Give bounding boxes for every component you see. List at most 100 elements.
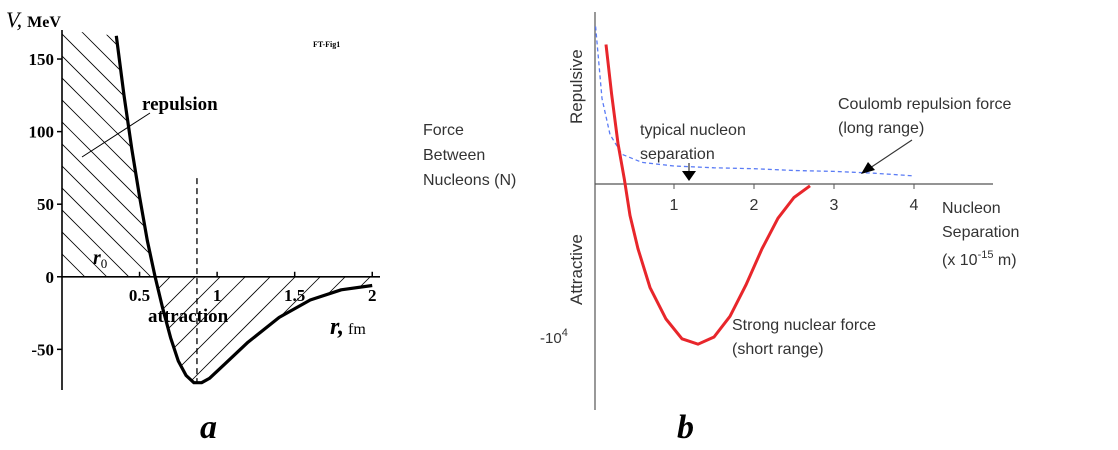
- hatch-line: [103, 30, 156, 277]
- attraction-label: attraction: [148, 306, 229, 327]
- hatch-line: [487, 110, 787, 410]
- x-ticks: 0.5 1 1.5 2: [129, 271, 376, 305]
- attractive-label: Attractive: [567, 234, 586, 305]
- panel-label-b: b: [677, 409, 694, 446]
- y-tick-label: 50: [37, 195, 54, 214]
- hatch-line: [147, 30, 156, 277]
- hatch-line: [62, 30, 156, 277]
- repulsion-pointer: [81, 112, 151, 158]
- x-units-prefix: (x 10: [942, 252, 978, 269]
- y-axis-title-line: Nucleons (N): [423, 172, 516, 189]
- hatch-line: [324, 10, 724, 410]
- r0-var: r: [93, 247, 101, 269]
- hatch-line: [62, 30, 156, 277]
- separation-arrow-icon: [682, 171, 696, 181]
- repulsion-label: repulsion: [142, 94, 218, 115]
- y-ticks: 150 100 50 0 -50: [29, 50, 62, 359]
- y-axis-unit: MeV: [27, 14, 61, 31]
- x-tick-label: 1.5: [284, 286, 305, 305]
- hatch-line: [302, 10, 702, 410]
- hatch-line: [0, 110, 62, 410]
- x-axis-var: r,: [330, 314, 344, 340]
- hatch-line: [155, 276, 288, 383]
- y-tick-label: 150: [29, 50, 55, 69]
- hatch-line: [258, 10, 658, 410]
- y-axis-title-line: Between: [423, 147, 485, 164]
- panel-b: 1 2 3 4 Repulsive Attractive Force Between …: [423, 12, 1019, 446]
- x-ticks: 1 2 3 4: [670, 184, 919, 214]
- coulomb-pointer: [869, 139, 913, 169]
- panel-label-a: a: [200, 409, 217, 446]
- hatch-line: [125, 30, 156, 277]
- hatch-line: [236, 276, 373, 383]
- annotation-line: typical nucleon: [640, 122, 746, 139]
- hatch-line: [587, 110, 887, 410]
- hatch-line: [155, 276, 163, 383]
- hatch-line: [361, 276, 373, 383]
- hatch-line: [155, 276, 338, 383]
- hatch-line: [261, 276, 373, 383]
- y-tick-label: -50: [31, 340, 54, 359]
- x-tick-label: 1: [670, 197, 679, 214]
- hatch-marks: [0, 10, 900, 410]
- y-axis-var: V,: [6, 7, 22, 32]
- x-axis-unit: fm: [348, 321, 366, 338]
- corner-note: FT-Fig1: [313, 40, 340, 49]
- x-units-suffix: m): [993, 252, 1016, 269]
- y-axis-title-line: Force: [423, 122, 464, 139]
- hatch-line: [62, 30, 156, 277]
- x-axis-units: (x 10-15 m): [942, 249, 1017, 269]
- hatch-line: [155, 276, 238, 383]
- y-tick-base: -10: [540, 330, 562, 347]
- repulsive-label: Repulsive: [567, 49, 586, 124]
- y-axis-label: V, MeV: [6, 7, 61, 32]
- hatch-line: [214, 10, 614, 410]
- hatch-line: [62, 30, 131, 277]
- hatch-line: [170, 10, 570, 410]
- coulomb-arrow-icon: [861, 162, 875, 174]
- hatch-line: [155, 276, 373, 383]
- hatch-line: [62, 30, 156, 277]
- coulomb-curve: [594, 26, 915, 177]
- hatch-line: [62, 30, 156, 277]
- hatch-line: [62, 30, 156, 277]
- panel-a: 150 100 50 0 -50 0.5 1 1.5 2 V, MeV FT-Fig1 repu…: [0, 7, 900, 446]
- x-axis-label: r, fm: [330, 314, 366, 340]
- x-axis-title-line: Nucleon: [942, 200, 1001, 217]
- hatch-line: [155, 276, 313, 383]
- attraction-hatch: [0, 110, 887, 410]
- y-tick-label: -104: [540, 327, 568, 347]
- hatch-line: [192, 10, 592, 410]
- strong-force-curve: [604, 44, 811, 346]
- x-axis-title-line: Separation: [942, 224, 1019, 241]
- y-tick-label: 0: [46, 268, 55, 287]
- hatch-line: [62, 30, 109, 277]
- hatch-line: [161, 276, 373, 383]
- hatch-line: [500, 10, 900, 410]
- x-tick-label: 4: [910, 197, 919, 214]
- strong-label-line: Strong nuclear force: [732, 317, 876, 334]
- coulomb-label-line: Coulomb repulsion force: [838, 96, 1012, 113]
- y-tick-label: 100: [29, 123, 55, 142]
- x-axis-title: Nucleon Separation (x 10-15 m): [942, 200, 1019, 269]
- x-tick-label: 1: [213, 286, 222, 305]
- r0-subscript: 0: [101, 256, 108, 271]
- hatch-line: [280, 10, 680, 410]
- annotation-typical-separation: typical nucleon separation: [640, 122, 746, 163]
- x-tick-label: 3: [830, 197, 839, 214]
- hatch-line: [62, 30, 156, 277]
- coulomb-label: Coulomb repulsion force (long range): [838, 96, 1012, 137]
- potential-curve: [114, 35, 373, 385]
- hatch-line: [390, 10, 790, 410]
- x-tick-label: 0.5: [129, 286, 150, 305]
- hatch-line: [462, 110, 762, 410]
- y-axis-title: Force Between Nucleons (N): [423, 122, 516, 189]
- strong-label-line: (short range): [732, 341, 824, 358]
- hatch-line: [0, 110, 87, 410]
- x-tick-label: 2: [750, 197, 759, 214]
- y-tick-exp: 4: [562, 327, 568, 339]
- hatch-line: [155, 276, 373, 383]
- x-units-exp: -15: [978, 249, 994, 261]
- annotation-line: separation: [640, 146, 715, 163]
